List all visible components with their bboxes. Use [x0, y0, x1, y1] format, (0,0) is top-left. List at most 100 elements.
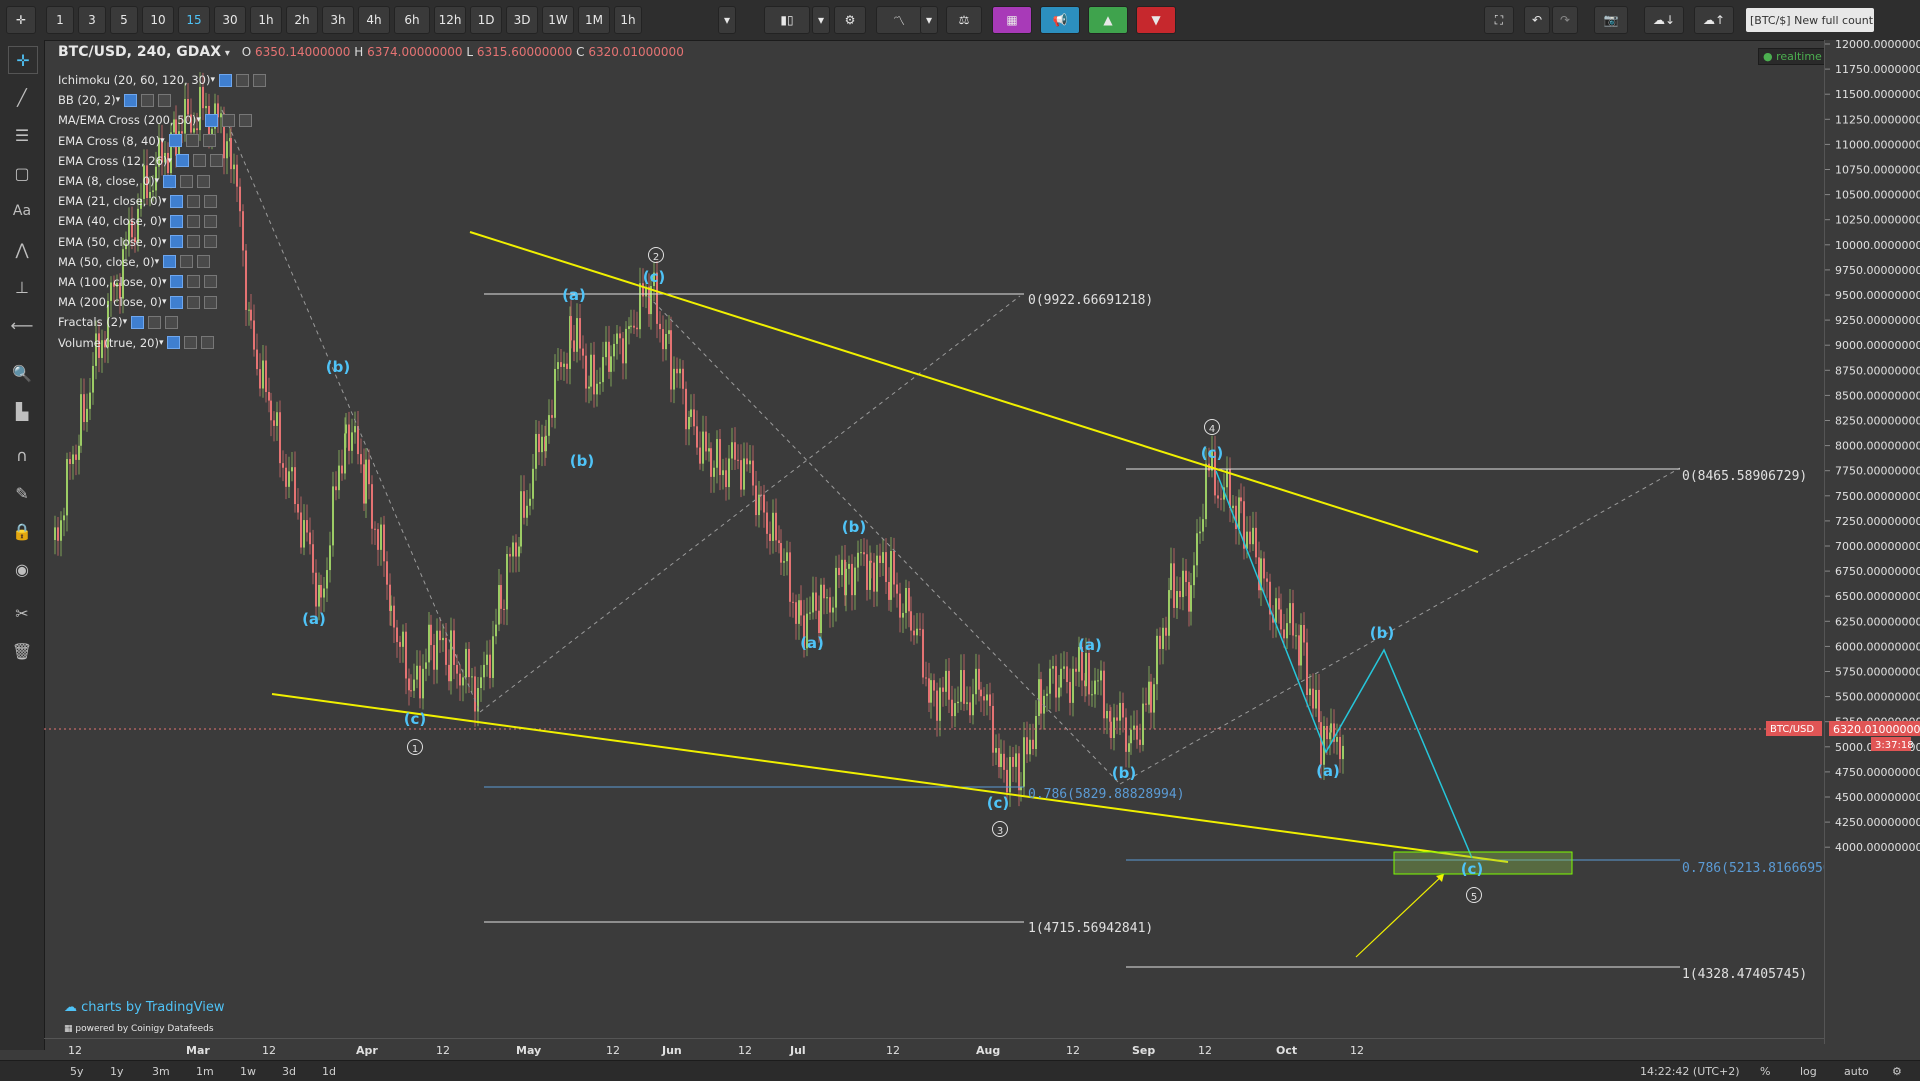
interval-button[interactable]: 1h: [250, 6, 282, 34]
indicators-icon[interactable]: 〽: [876, 6, 922, 34]
range-button[interactable]: 1w: [240, 1064, 256, 1078]
interval-button[interactable]: 3: [78, 6, 106, 34]
chevron-down-icon[interactable]: ▾: [122, 317, 128, 328]
indicator-row[interactable]: MA (50, close, 0) ▾: [58, 252, 266, 272]
arrow-down-icon[interactable]: ▼: [1136, 6, 1176, 34]
close-icon[interactable]: [141, 93, 155, 107]
indicator-row[interactable]: MA (100, close, 0) ▾: [58, 272, 266, 292]
chevron-down-icon[interactable]: ▾: [718, 6, 736, 34]
interval-button[interactable]: 10: [142, 6, 174, 34]
fullscreen-icon[interactable]: ⛶: [1484, 6, 1514, 34]
interval-button[interactable]: 1W: [542, 6, 574, 34]
candle-style-icon[interactable]: ▮▯: [764, 6, 810, 34]
close-icon[interactable]: [209, 154, 223, 168]
redo-icon[interactable]: ↷: [1552, 6, 1578, 34]
close-icon[interactable]: [197, 255, 211, 269]
range-button[interactable]: 1d: [322, 1064, 336, 1078]
close-icon[interactable]: [180, 255, 194, 269]
price-chart[interactable]: 0(9922.66691218) 0.786(5829.88828994) 1(…: [44, 40, 1824, 1044]
interval-button[interactable]: 15: [178, 6, 210, 34]
close-icon[interactable]: [158, 93, 172, 107]
indicator-row[interactable]: MA/EMA Cross (200, 50) ▾: [58, 110, 266, 130]
indicator-row[interactable]: EMA Cross (8, 40) ▾: [58, 131, 266, 151]
magnet-icon[interactable]: ∩: [16, 445, 28, 465]
chevron-down-icon[interactable]: ▾: [161, 216, 167, 227]
interval-button[interactable]: 12h: [434, 6, 466, 34]
close-icon[interactable]: [201, 336, 215, 350]
camera-icon[interactable]: 📷: [1594, 6, 1628, 34]
close-icon[interactable]: [202, 134, 216, 148]
compare-icon[interactable]: ⚖: [946, 6, 982, 34]
lock-icon[interactable]: 🔒: [12, 521, 32, 541]
interval-button[interactable]: 3D: [506, 6, 538, 34]
close-icon[interactable]: [185, 134, 199, 148]
chevron-down-icon[interactable]: ▾: [161, 196, 167, 207]
time-axis[interactable]: 12 Mar 12 Apr 12 May 12 Jun 12 Jul 12 Aug 12 Sep 12 Oct…: [44, 1038, 1824, 1061]
chevron-down-icon[interactable]: ▾: [224, 48, 230, 59]
chevron-down-icon[interactable]: ▾: [167, 155, 172, 166]
close-icon[interactable]: [184, 336, 198, 350]
interval-button[interactable]: 5: [110, 6, 138, 34]
rectangle-icon[interactable]: ▢: [14, 163, 30, 183]
indicator-row[interactable]: BB (20, 2) ▾: [58, 90, 266, 110]
settings-icon[interactable]: [170, 214, 184, 228]
close-icon[interactable]: [187, 194, 201, 208]
close-icon[interactable]: [204, 275, 218, 289]
indicator-row[interactable]: EMA (40, close, 0) ▾: [58, 211, 266, 231]
settings-icon[interactable]: [163, 255, 177, 269]
close-icon[interactable]: [187, 235, 201, 249]
arrow-left-icon[interactable]: ⟵: [10, 315, 34, 335]
settings-icon[interactable]: [170, 275, 184, 289]
chevron-down-icon[interactable]: ▾: [160, 135, 165, 146]
crosshair-icon[interactable]: ✛: [6, 6, 36, 34]
cloud-download-icon[interactable]: ☁↓: [1644, 6, 1684, 34]
interval-button[interactable]: 2h: [286, 6, 318, 34]
megaphone-icon[interactable]: 📢: [1040, 6, 1080, 34]
interval-button[interactable]: 1M: [578, 6, 610, 34]
settings-icon[interactable]: [131, 315, 145, 329]
chevron-down-icon[interactable]: ▾: [812, 6, 830, 34]
trash-icon[interactable]: 🗑: [11, 641, 33, 661]
interval-button[interactable]: 1D: [470, 6, 502, 34]
close-icon[interactable]: [204, 235, 218, 249]
close-icon[interactable]: [192, 154, 206, 168]
close-icon[interactable]: [252, 73, 266, 87]
chevron-down-icon[interactable]: ▾: [920, 6, 938, 34]
close-icon[interactable]: [187, 214, 201, 228]
measure-icon[interactable]: ▙: [15, 401, 29, 421]
price-axis[interactable]: 12000.00000000 11750.00000000 11500.000000…: [1824, 38, 1920, 1044]
chevron-down-icon[interactable]: ▾: [158, 337, 164, 348]
auto-toggle[interactable]: auto: [1844, 1064, 1869, 1078]
log-toggle[interactable]: log: [1800, 1064, 1817, 1078]
close-icon[interactable]: [197, 174, 211, 188]
cube-icon[interactable]: ▦: [992, 6, 1032, 34]
settings-icon[interactable]: [168, 134, 182, 148]
indicator-row[interactable]: Ichimoku (20, 60, 120, 30) ▾: [58, 70, 266, 90]
settings-icon[interactable]: [175, 154, 189, 168]
indicator-row[interactable]: EMA (21, close, 0) ▾: [58, 191, 266, 211]
close-icon[interactable]: [238, 113, 252, 127]
range-button[interactable]: 1y: [110, 1064, 124, 1078]
close-icon[interactable]: [221, 113, 235, 127]
interval-button[interactable]: 1: [46, 6, 74, 34]
close-icon[interactable]: [204, 295, 218, 309]
percent-toggle[interactable]: %: [1760, 1064, 1771, 1078]
chevron-down-icon[interactable]: ▾: [154, 256, 160, 267]
cloud-upload-icon[interactable]: ☁↑: [1694, 6, 1734, 34]
eye-icon[interactable]: ◉: [15, 559, 29, 579]
close-icon[interactable]: [204, 214, 218, 228]
range-button[interactable]: 3d: [282, 1064, 296, 1078]
interval-button[interactable]: 3h: [322, 6, 354, 34]
close-icon[interactable]: [187, 275, 201, 289]
indicator-row[interactable]: Fractals (2) ▾: [58, 312, 266, 332]
settings-icon[interactable]: [163, 174, 177, 188]
settings-icon[interactable]: [170, 194, 184, 208]
interval-button[interactable]: 1h: [614, 6, 642, 34]
indicator-row[interactable]: EMA (8, close, 0) ▾: [58, 171, 266, 191]
chevron-down-icon[interactable]: ▾: [115, 95, 121, 106]
forecast-icon[interactable]: ⊥: [15, 277, 29, 297]
tools-icon[interactable]: ✂: [15, 603, 29, 623]
chevron-down-icon[interactable]: ▾: [196, 115, 201, 126]
indicator-row[interactable]: MA (200, close, 0) ▾: [58, 292, 266, 312]
cross-cursor-icon[interactable]: ✛: [8, 46, 38, 74]
